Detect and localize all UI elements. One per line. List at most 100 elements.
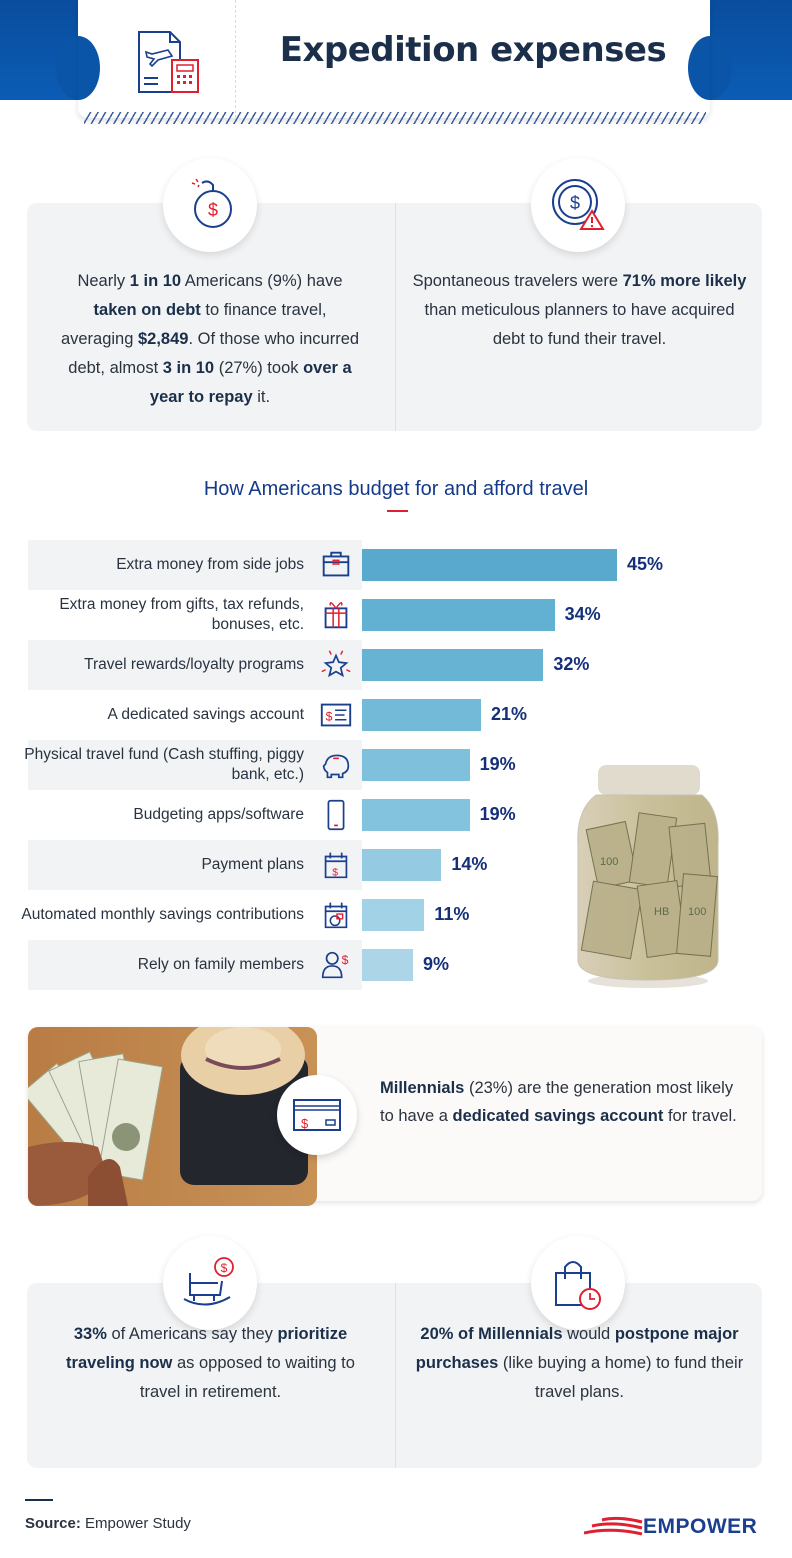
svg-text:HB: HB [654,906,669,918]
value-label: 21% [491,704,528,724]
notch-cutout-right [688,36,710,100]
debt-stat-text: Nearly 1 in 10 Americans (9%) have taken… [60,267,360,412]
value-label: 9% [423,954,450,974]
value-label: 11% [434,904,470,924]
value-label: 19% [479,754,516,774]
debt-stats-card [27,203,762,431]
highlight-text: 1 in 10 [129,272,182,290]
svg-text:$: $ [332,867,338,878]
svg-text:$: $ [326,710,333,724]
text-segment: it. [252,388,271,406]
ticket-perforation [235,0,236,118]
money-jar-image: 100 100 HB [577,765,719,988]
piggy-bank-icon [322,754,350,779]
value-label: 34% [564,604,601,624]
bar [362,699,481,731]
highlight-text: Millennials [380,1079,465,1097]
gift-icon [324,602,348,629]
text-segment: (23%) are the generation most likely to … [380,1079,734,1125]
bar [362,549,617,581]
chart-row: Payment plans $ [28,840,362,890]
chart-row: A dedicated savings account $ [28,690,362,740]
bar [362,949,413,981]
person-dollar-icon: $ [321,951,349,979]
shopping-bag-clock-icon [555,1261,601,1310]
text-segment: of Americans say they [106,1325,278,1343]
text-segment: (27%) took [214,359,304,377]
category-label: Travel rewards/loyalty programs [84,656,304,673]
smartphone-icon [327,799,345,831]
value-label: 14% [451,854,488,874]
svg-text:$: $ [221,1261,228,1275]
highlight-text: $2,849 [138,330,189,348]
category-label: Payment plans [201,856,304,873]
chart-row: Budgeting apps/software [28,790,362,840]
highlight-text: 71% more likely [622,272,747,290]
category-label: Budgeting apps/software [133,806,304,823]
highlight-text: prioritize traveling now [66,1325,348,1372]
rocking-horse-dollar-icon: $ [183,1257,234,1306]
source-value: Empower Study [80,1515,191,1532]
dollar-warning-icon: $ [552,179,605,230]
icon-circle: $ [163,1236,257,1330]
text-segment: to finance travel, averaging [60,301,327,348]
chart-row: Travel rewards/loyalty programs [28,640,362,690]
source-line: Source: Empower Study [25,1515,191,1532]
bar [362,749,470,781]
text-segment: . Of those who incurred debt, almost [68,330,360,377]
bar [362,599,555,631]
money-and-hat-photo [28,1027,317,1206]
page-title: Expedition expenses [279,30,667,70]
spontaneous-stat-text: Spontaneous travelers were 71% more like… [412,267,747,354]
travel-now-stat-text: 33% of Americans say they prioritize tra… [48,1320,373,1407]
svg-text:$: $ [570,193,580,213]
chart-title: How Americans budget for and afford trav… [203,478,589,500]
highlight-text: 3 in 10 [162,359,215,377]
value-label: 45% [627,554,664,574]
icon-circle: $ [531,158,625,252]
highlight-text: postpone major purchases [415,1325,739,1372]
icon-circle [531,1236,625,1330]
highlight-text: dedicated savings account [452,1107,664,1125]
highlight-text: 20% of Millennials [420,1325,563,1343]
highlight-text: 33% [73,1325,107,1343]
travel-document-calculator-icon [138,31,199,93]
text-segment: as opposed to waiting to travel in retir… [139,1354,355,1401]
text-segment: Nearly [77,272,130,290]
svg-text:$: $ [208,200,218,220]
millennials-stat-text: Millennials (23%) are the generation mos… [380,1074,740,1130]
category-label: Automated monthly savings contributions [21,906,304,923]
calendar-dollar-icon: $ [324,852,348,878]
category-label: Extra money from side jobs [116,556,304,573]
text-segment: (like buying a home) to fund their trave… [498,1354,744,1401]
value-label: 32% [553,654,590,674]
postpone-purchases-stat-text: 20% of Millennials would postpone major … [412,1320,747,1407]
bar [362,899,425,931]
highlight-text: taken on debt [93,301,201,319]
credit-card-dollar-icon: $ [293,1099,341,1131]
category-label: Physical travel fund (Cash stuffing, pig… [24,746,304,783]
text-segment: would [562,1325,615,1343]
source-rule [25,1499,53,1501]
empower-logo-text: EMPOWER [643,1515,758,1538]
value-label: 19% [479,804,516,824]
card-divider [395,203,396,431]
bar [362,799,470,831]
text-segment: Spontaneous travelers were [412,272,623,290]
svg-text:$: $ [342,953,349,967]
chart-row: Rely on family members $ [28,940,362,990]
chart-row: Automated monthly savings contributions [21,890,362,940]
card-divider [395,1283,396,1468]
star-icon [321,650,351,678]
text-segment: for travel. [663,1107,737,1125]
bar [362,849,442,881]
empower-logo-flag [584,1516,643,1536]
briefcase-icon [322,551,350,577]
chart-row: Physical travel fund (Cash stuffing, pig… [24,740,362,790]
calendar-chart-icon [324,902,348,929]
text-segment: than meticulous planners to have acquire… [424,301,735,348]
category-label: Rely on family members [137,956,304,973]
chart-row: Extra money from side jobs [28,540,362,590]
title-underline [387,510,408,512]
notch-cutout-left [78,36,100,100]
